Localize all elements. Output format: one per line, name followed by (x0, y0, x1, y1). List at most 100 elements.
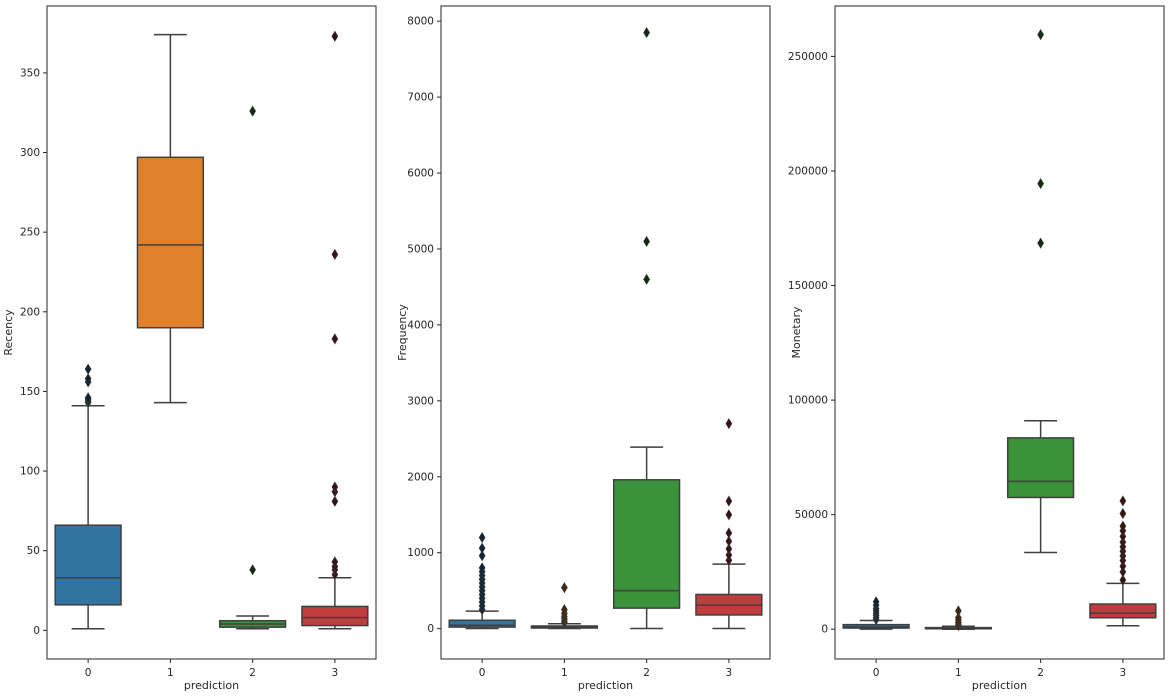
outlier-point (955, 612, 962, 624)
axes-frame (834, 5, 1165, 660)
box-category-0 (54, 363, 122, 630)
box-category-0 (842, 596, 910, 630)
outlier-point (478, 542, 486, 554)
axes-frame (46, 5, 377, 660)
x-axis-label: prediction (184, 679, 239, 692)
outlier-point (1119, 495, 1127, 507)
y-axis: 0 50000 100000 150000 200000 250000 (788, 51, 835, 636)
outlier-point (725, 543, 733, 555)
y-tick-label: 0 (821, 624, 828, 636)
outlier-point (478, 562, 486, 574)
outlier-point (725, 418, 733, 430)
y-tick-label: 4000 (407, 319, 434, 331)
outlier-point (955, 605, 962, 617)
y-tick-label: 250000 (788, 51, 828, 63)
y-tick-label: 350 (20, 67, 40, 79)
outlier-point (725, 495, 733, 507)
y-tick-label: 6000 (407, 168, 434, 180)
box-iqr (1006, 437, 1075, 499)
x-axis: 0 1 2 3 (85, 659, 338, 679)
outlier-point (561, 582, 568, 594)
boxplot-panel-recency: 0 50 100 150 200 250 300 350 0 1 2 3 prediction Recen… (2, 5, 377, 692)
box-category-3 (1089, 495, 1157, 627)
x-tick-label: 3 (1120, 667, 1127, 679)
y-axis-label: Recency (2, 309, 15, 356)
outlier-point (84, 392, 92, 404)
x-axis-label: prediction (972, 679, 1027, 692)
x-axis-label: prediction (578, 679, 633, 692)
outlier-point (478, 531, 486, 544)
y-tick-label: 0 (427, 623, 434, 635)
box-category-0 (448, 531, 516, 630)
outlier-point (1119, 560, 1127, 572)
y-axis: 0 50 100 150 200 250 300 350 (20, 67, 47, 637)
x-tick-label: 2 (249, 667, 256, 679)
boxplot-panel-monetary: 0 50000 100000 150000 200000 250000 0 1 2 3 predic… (788, 5, 1165, 692)
outlier-point (1119, 574, 1127, 586)
y-axis-label: Frequency (396, 304, 409, 361)
y-tick-label: 50000 (795, 509, 828, 521)
outlier-point (1119, 530, 1127, 543)
box-iqr (301, 605, 369, 627)
x-tick-label: 3 (332, 667, 339, 679)
outlier-point (331, 30, 339, 42)
outlier-point (1037, 29, 1044, 41)
boxplot-panel-frequency: 0 1000 2000 3000 4000 5000 6000 7000 8000 0 1 2 3 pre… (396, 5, 771, 692)
y-tick-label: 50 (27, 545, 40, 557)
x-tick-label: 3 (726, 667, 733, 679)
box-category-2 (1006, 29, 1075, 554)
y-tick-label: 8000 (407, 16, 434, 28)
outlier-point (725, 527, 733, 539)
x-tick-label: 1 (167, 667, 174, 679)
y-tick-label: 200000 (788, 165, 828, 177)
x-tick-label: 0 (873, 667, 880, 679)
y-tick-label: 3000 (407, 395, 434, 407)
y-tick-label: 150000 (788, 280, 828, 292)
y-axis-label: Monetary (790, 306, 803, 359)
outlier-point (478, 550, 486, 562)
box-category-3 (695, 418, 763, 630)
outlier-point (1119, 507, 1127, 520)
y-tick-label: 100 (20, 466, 40, 478)
outlier-point (643, 235, 650, 247)
outlier-point (1119, 520, 1127, 532)
outlier-point (643, 26, 650, 39)
outlier-point (331, 556, 339, 568)
y-tick-label: 2000 (407, 471, 434, 483)
outlier-point (725, 535, 733, 547)
x-tick-label: 2 (1037, 667, 1044, 679)
y-tick-label: 7000 (407, 92, 434, 104)
outlier-point (249, 564, 256, 576)
outlier-point (1037, 237, 1044, 249)
outlier-point (331, 333, 339, 345)
outlier-point (561, 604, 568, 616)
y-tick-label: 300 (20, 147, 40, 159)
y-axis: 0 1000 2000 3000 4000 5000 6000 7000 8000 (407, 16, 441, 635)
box-iqr (612, 479, 681, 609)
box-category-3 (301, 30, 369, 630)
outlier-point (331, 481, 339, 493)
box-category-1 (136, 33, 205, 404)
outlier-point (725, 549, 733, 561)
x-tick-label: 0 (479, 667, 486, 679)
box-iqr (54, 524, 122, 606)
y-tick-label: 1000 (407, 547, 434, 559)
y-tick-label: 0 (33, 625, 40, 637)
outlier-point (84, 373, 92, 385)
outlier-point (872, 596, 880, 608)
x-axis: 0 1 2 3 (479, 659, 732, 679)
box-iqr (1089, 603, 1157, 619)
outlier-point (84, 363, 92, 375)
y-tick-label: 150 (20, 386, 40, 398)
box-category-1 (924, 605, 993, 632)
outlier-point (1119, 536, 1127, 548)
outlier-point (331, 495, 339, 507)
x-tick-label: 1 (561, 667, 568, 679)
box-category-2 (612, 26, 681, 630)
box-category-2 (218, 105, 287, 630)
outlier-point (643, 273, 650, 285)
outlier-point (1119, 566, 1127, 578)
box-iqr (448, 619, 516, 628)
outlier-point (725, 509, 733, 521)
